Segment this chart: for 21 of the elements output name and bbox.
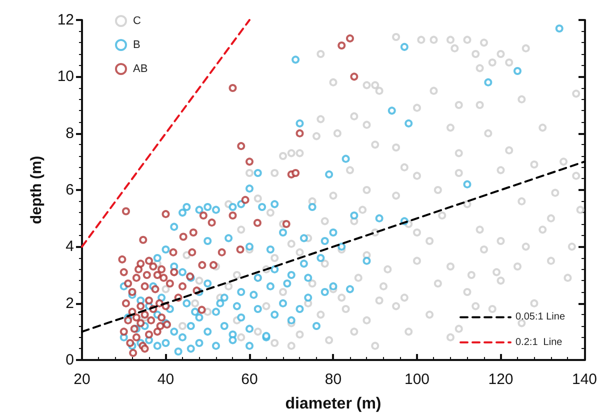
- legend-label: C: [133, 15, 141, 27]
- legend-label: 0.2:1 Line: [516, 336, 563, 348]
- x-tick-label: 20: [74, 371, 90, 388]
- legend-label: B: [133, 39, 140, 51]
- x-tick-label: 100: [404, 371, 430, 388]
- y-tick-label: 12: [57, 12, 74, 28]
- x-tick-label: 80: [324, 371, 342, 388]
- x-axis-title: diameter (m): [285, 396, 382, 412]
- y-tick-label: 0: [66, 352, 74, 368]
- y-tick-label: 8: [66, 124, 74, 142]
- y-tick-label: 4: [66, 238, 74, 256]
- legend-label: AB: [133, 63, 148, 75]
- x-tick-label: 120: [488, 371, 514, 388]
- y-tick-label: 6: [66, 182, 74, 198]
- x-tick-label: 40: [157, 371, 174, 388]
- y-axis-title: depth (m): [28, 156, 45, 224]
- x-tick-label: 60: [241, 371, 258, 388]
- x-tick-label: 140: [572, 371, 597, 388]
- legend-label: 0.05:1 Line: [516, 312, 566, 323]
- y-tick-label: 2: [66, 294, 74, 312]
- y-tick-label: 10: [57, 68, 74, 86]
